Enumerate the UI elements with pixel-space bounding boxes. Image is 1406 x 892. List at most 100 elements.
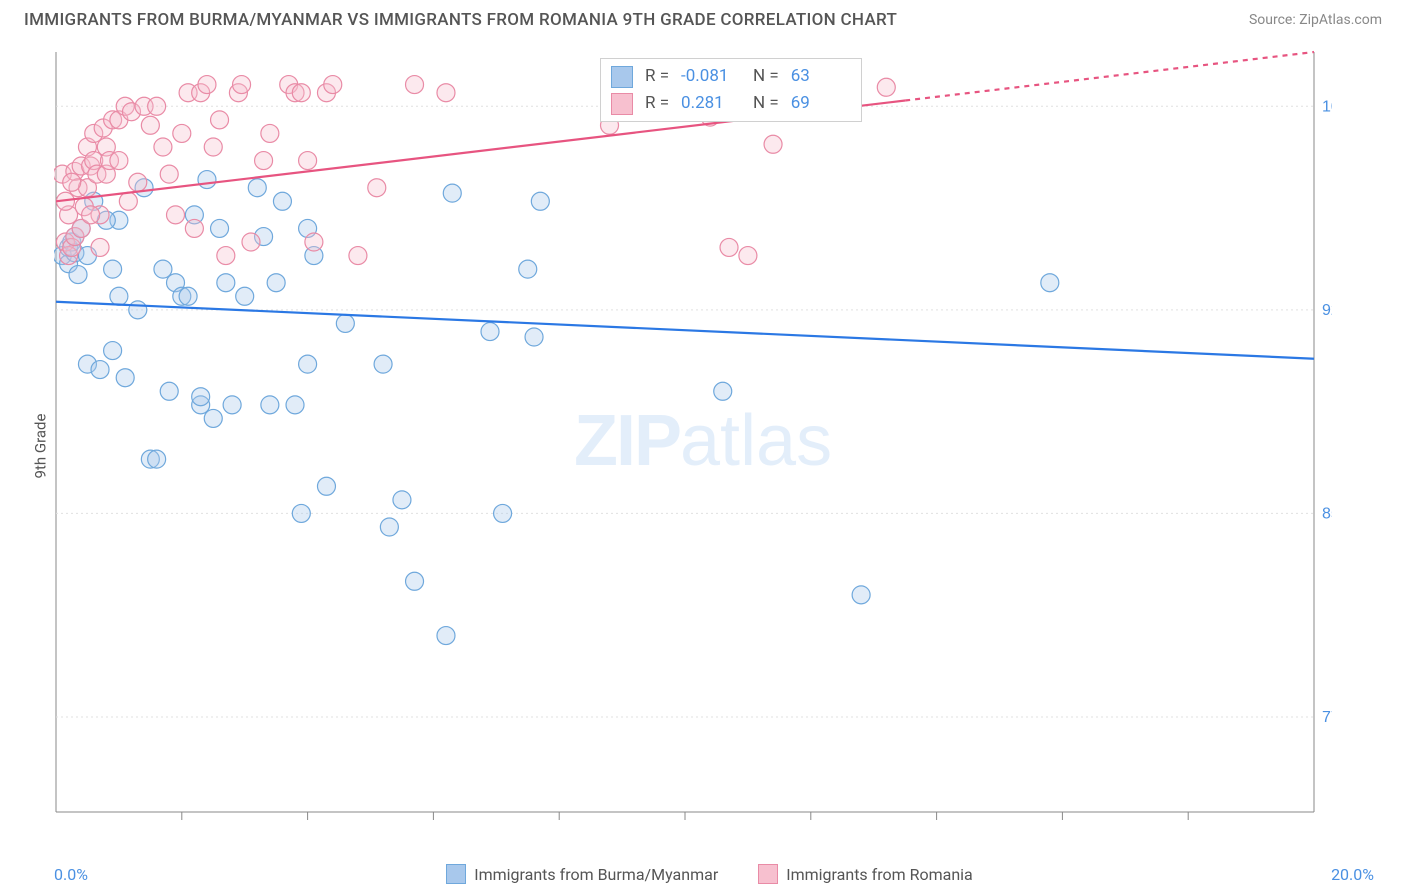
data-point [119, 192, 137, 210]
data-point [185, 219, 203, 237]
data-point [179, 287, 197, 305]
data-point [286, 396, 304, 414]
data-point [160, 165, 178, 183]
data-point [217, 247, 235, 265]
y-tick-label: 92.5% [1322, 302, 1332, 319]
data-point [349, 247, 367, 265]
correlation-stats-box: R = -0.081 N = 63R = 0.281 N = 69 [600, 58, 862, 122]
chart-title: IMMIGRANTS FROM BURMA/MYANMAR VS IMMIGRA… [24, 10, 897, 30]
data-point [110, 152, 128, 170]
data-point [261, 396, 279, 414]
data-point [273, 192, 291, 210]
data-point [242, 233, 260, 251]
data-point [63, 173, 81, 191]
data-point [154, 260, 172, 278]
data-point [233, 76, 251, 94]
data-point [129, 173, 147, 191]
stat-r-value: -0.081 [681, 63, 741, 90]
data-point [317, 477, 335, 495]
data-point [173, 124, 191, 142]
y-tick-label: 100.0% [1322, 98, 1332, 115]
data-point [720, 238, 738, 256]
data-point [236, 287, 254, 305]
data-point [531, 192, 549, 210]
data-point [154, 138, 172, 156]
data-point [406, 572, 424, 590]
data-point [204, 138, 222, 156]
data-point [437, 627, 455, 645]
data-point [211, 219, 229, 237]
stat-row: R =-0.081N =63 [611, 63, 851, 90]
data-point [91, 361, 109, 379]
data-point [116, 369, 134, 387]
data-point [368, 179, 386, 197]
data-point [255, 152, 273, 170]
data-point [764, 135, 782, 153]
legend-swatch-romania [758, 864, 778, 884]
data-point [104, 260, 122, 278]
data-point [299, 355, 317, 373]
data-point [110, 287, 128, 305]
data-point [167, 206, 185, 224]
trend-line-extrapolated [905, 52, 1314, 101]
series-legend: Immigrants from Burma/Myanmar Immigrants… [446, 864, 973, 884]
y-axis-label: 9th Grade [31, 414, 49, 479]
data-point [525, 328, 543, 346]
legend-item-burma: Immigrants from Burma/Myanmar [446, 864, 718, 884]
data-point [148, 97, 166, 115]
data-point [406, 76, 424, 94]
data-point [104, 342, 122, 360]
stat-n-label: N = [753, 63, 779, 90]
data-point [714, 382, 732, 400]
data-point [69, 266, 87, 284]
legend-label-burma: Immigrants from Burma/Myanmar [474, 865, 718, 884]
data-point [198, 171, 216, 189]
data-point [481, 323, 499, 341]
data-point [877, 78, 895, 96]
stat-r-value: 0.281 [681, 90, 741, 117]
data-point [374, 355, 392, 373]
stat-r-label: R = [645, 90, 669, 117]
stat-n-label: N = [753, 90, 779, 117]
data-point [129, 301, 147, 319]
data-point [292, 504, 310, 522]
data-point [267, 274, 285, 292]
data-point [393, 491, 411, 509]
data-point [204, 409, 222, 427]
stat-n-value: 69 [791, 90, 851, 117]
data-point [1041, 274, 1059, 292]
data-point [305, 233, 323, 251]
x-axis-min-label: 0.0% [54, 865, 88, 884]
stat-row: R = 0.281 N = 69 [611, 90, 851, 117]
x-axis-max-label: 20.0% [1331, 865, 1374, 884]
stat-swatch [611, 66, 633, 88]
data-point [91, 238, 109, 256]
data-point [739, 247, 757, 265]
stat-n-value: 63 [791, 63, 851, 90]
data-point [82, 206, 100, 224]
data-point [198, 76, 216, 94]
data-point [160, 382, 178, 400]
y-tick-label: 85.0% [1322, 505, 1332, 522]
data-point [299, 152, 317, 170]
scatter-chart: 100.0%92.5%85.0%77.5% [54, 50, 1332, 830]
trend-line [56, 302, 1314, 359]
data-point [223, 396, 241, 414]
data-point [148, 450, 166, 468]
legend-item-romania: Immigrants from Romania [758, 864, 973, 884]
chart-container: 100.0%92.5%85.0%77.5% R =-0.081N =63R = … [54, 50, 1394, 870]
series-group [54, 84, 1059, 645]
data-point [336, 314, 354, 332]
data-point [211, 111, 229, 129]
stat-swatch [611, 93, 633, 115]
data-point [248, 179, 266, 197]
data-point [141, 116, 159, 134]
source-label: Source: ZipAtlas.com [1249, 12, 1382, 28]
data-point [519, 260, 537, 278]
data-point [380, 518, 398, 536]
data-point [494, 504, 512, 522]
data-point [261, 124, 279, 142]
legend-swatch-burma [446, 864, 466, 884]
data-point [324, 76, 342, 94]
data-point [443, 184, 461, 202]
